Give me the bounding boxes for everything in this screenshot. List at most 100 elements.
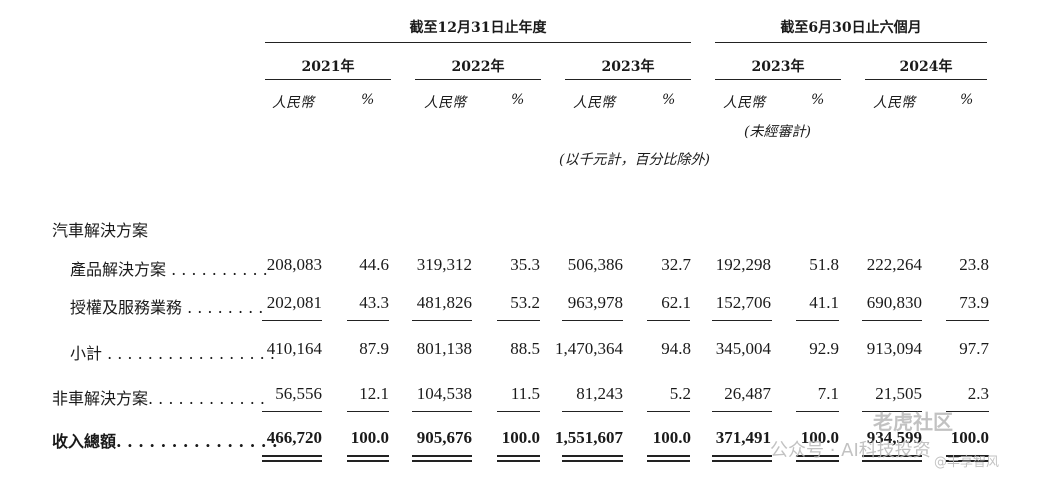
watermark-community: 老虎社区: [873, 410, 953, 434]
table-cell: 345,004: [715, 339, 771, 358]
row-label-subtotal: 小計 . . . . . . . . . . . . . . . . .: [70, 344, 275, 363]
table-cell: 1,470,364: [555, 339, 623, 358]
period-annual-header: 截至12月31日止年度: [409, 20, 547, 36]
unaudited-note: (未經審計): [744, 124, 811, 140]
table-cell: 481,826: [416, 293, 472, 312]
table-cell: 410,164: [266, 339, 322, 358]
table-cell: 905,676: [416, 428, 472, 447]
double-rule-bottom: [712, 460, 772, 462]
total-rule: [712, 411, 772, 412]
table-cell: 73.9: [959, 293, 989, 312]
year-header-2021: 2021年: [301, 59, 355, 75]
table-cell: 32.7: [661, 255, 691, 274]
table-cell: 913,094: [866, 339, 922, 358]
pct-label: %: [960, 92, 974, 108]
total-rule: [946, 411, 989, 412]
double-rule-top: [647, 455, 690, 457]
unit-note: (以千元計，百分比除外): [559, 152, 710, 168]
double-rule-bottom: [796, 460, 839, 462]
table-cell: 12.1: [359, 384, 389, 403]
row-label-product-solutions: 產品解決方案 . . . . . . . . . .: [70, 260, 268, 279]
table-cell: 100.0: [800, 428, 839, 447]
double-rule-bottom: [347, 460, 389, 462]
table-cell: 21,505: [875, 384, 922, 403]
table-cell: 208,083: [266, 255, 322, 274]
double-rule-bottom: [647, 460, 690, 462]
double-rule-top: [862, 455, 922, 457]
subtotal-rule: [497, 320, 540, 321]
table-cell: 7.1: [817, 384, 839, 403]
table-cell: 44.6: [359, 255, 389, 274]
table-cell: 2.3: [967, 384, 989, 403]
table-cell: 62.1: [661, 293, 691, 312]
table-cell: 319,312: [416, 255, 472, 274]
year-rule-2023: [565, 79, 691, 80]
double-rule-bottom: [262, 460, 322, 462]
total-rule: [647, 411, 690, 412]
table-cell: 41.1: [809, 293, 839, 312]
total-rule: [862, 411, 922, 412]
double-rule-top: [412, 455, 472, 457]
table-cell: 104,538: [416, 384, 472, 403]
total-rule: [347, 411, 389, 412]
currency-label: 人民幣: [573, 95, 615, 111]
pct-label: %: [811, 92, 825, 108]
table-cell: 192,298: [715, 255, 771, 274]
watermark-handle: @丰享智风: [934, 455, 1000, 470]
row-label-total-revenue: 收入總額. . . . . . . . . . . . . . .: [52, 432, 278, 451]
double-rule-bottom: [497, 460, 540, 462]
double-rule-top: [712, 455, 772, 457]
table-cell: 88.5: [510, 339, 540, 358]
table-cell: 202,081: [266, 293, 322, 312]
table-cell: 53.2: [510, 293, 540, 312]
table-cell: 97.7: [959, 339, 989, 358]
double-rule-top: [347, 455, 389, 457]
table-cell: 92.9: [809, 339, 839, 358]
table-cell: 81,243: [576, 384, 623, 403]
subtotal-rule: [347, 320, 389, 321]
double-rule-top: [796, 455, 839, 457]
table-cell: 222,264: [866, 255, 922, 274]
currency-label: 人民幣: [873, 95, 915, 111]
double-rule-bottom: [562, 460, 623, 462]
period-annual-rule: [265, 42, 691, 43]
total-rule: [796, 411, 839, 412]
pct-label: %: [361, 92, 375, 108]
double-rule-top: [262, 455, 322, 457]
currency-label: 人民幣: [424, 95, 466, 111]
year-header-2024: 2024年: [899, 59, 953, 75]
year-rule-2023-interim: [715, 79, 841, 80]
pct-label: %: [662, 92, 676, 108]
period-interim-header: 截至6月30日止六個月: [780, 20, 922, 36]
year-rule-2022: [415, 79, 541, 80]
watermark-account: 公众号 · AI科技投资: [770, 440, 931, 461]
table-cell: 94.8: [661, 339, 691, 358]
period-interim-rule: [715, 42, 987, 43]
row-label-licensing-services: 授權及服務業務 . . . . . . . .: [70, 298, 264, 317]
table-cell: 690,830: [866, 293, 922, 312]
total-rule: [562, 411, 623, 412]
table-cell: 87.9: [359, 339, 389, 358]
subtotal-rule: [412, 320, 472, 321]
total-rule: [412, 411, 472, 412]
table-cell: 1,551,607: [555, 428, 623, 447]
year-header-2023-interim: 2023年: [751, 59, 805, 75]
year-header-2023: 2023年: [601, 59, 655, 75]
subtotal-rule: [562, 320, 623, 321]
year-rule-2024: [865, 79, 987, 80]
double-rule-top: [562, 455, 623, 457]
table-cell: 11.5: [510, 384, 540, 403]
row-label-non-automotive: 非車解決方案. . . . . . . . . . . .: [52, 389, 265, 408]
table-cell: 56,556: [275, 384, 322, 403]
section-header-automotive: 汽車解決方案: [52, 221, 149, 240]
subtotal-rule: [647, 320, 690, 321]
table-cell: 100.0: [950, 428, 989, 447]
table-cell: 43.3: [359, 293, 389, 312]
pct-label: %: [511, 92, 525, 108]
table-cell: 5.2: [669, 384, 691, 403]
double-rule-bottom: [862, 460, 922, 462]
table-cell: 963,978: [567, 293, 623, 312]
subtotal-rule: [946, 320, 989, 321]
double-rule-top: [497, 455, 540, 457]
total-rule: [262, 411, 322, 412]
